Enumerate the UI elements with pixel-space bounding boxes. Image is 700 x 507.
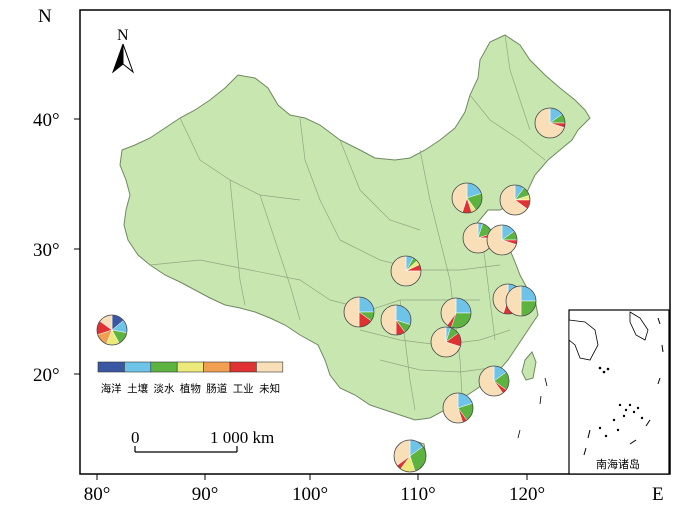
- pie-chongqing: [380, 304, 412, 336]
- pie-outline-chengdu: [343, 296, 375, 328]
- legend-swatch-6: [256, 361, 284, 373]
- pie-legend_pie: [96, 314, 128, 346]
- legend-label-1: 土壤: [127, 382, 148, 395]
- pie-outline-beijing: [451, 182, 483, 214]
- pie-outline-xian: [390, 255, 422, 287]
- lon-label-120: 120°: [509, 484, 545, 505]
- pie-outline-wuhan: [440, 297, 472, 329]
- pie-northeast: [534, 107, 566, 139]
- legend-swatch-2: [150, 361, 178, 373]
- pie-hainan: [393, 439, 427, 473]
- pie-guangzhou: [442, 392, 474, 424]
- legend-label-5: 工业: [233, 383, 254, 395]
- scale-bar: 0 1 000 km: [131, 428, 274, 453]
- lon-label-90: 90°: [192, 484, 219, 505]
- lon-label-80: 80°: [84, 484, 111, 505]
- pie-changsha: [430, 326, 462, 358]
- compass-letter: N: [117, 27, 129, 44]
- pie-outline-legend_pie: [96, 314, 128, 346]
- legend-swatch-3: [176, 361, 204, 373]
- pie-outline-shanghai: [505, 285, 537, 317]
- legend-label-2: 淡水: [154, 383, 175, 395]
- inset-label: 南海诸岛: [596, 457, 640, 471]
- legend-color-bar: [97, 361, 284, 373]
- legend-label-3: 植物: [180, 382, 201, 395]
- pie-wuhan: [440, 297, 472, 329]
- pie-outline-dalian: [499, 184, 531, 216]
- pie-outline-fuzhou: [478, 365, 510, 397]
- legend-swatch-4: [203, 361, 231, 373]
- inset-islands: [598, 366, 644, 438]
- pie-outline-hainan: [393, 439, 427, 473]
- pie-beijing: [451, 182, 483, 214]
- lat-label-30: 30°: [33, 240, 60, 261]
- legend-label-0: 海洋: [101, 382, 122, 395]
- pie-outline-changsha: [430, 326, 462, 358]
- legend-label-6: 未知: [259, 382, 280, 395]
- pie-outline-northeast: [534, 107, 566, 139]
- pie-outline-qingdao: [486, 224, 518, 256]
- lat-label-20: 20°: [33, 365, 60, 386]
- scale-end-label: 1 000 km: [210, 428, 274, 447]
- scale-start-label: 0: [131, 428, 140, 447]
- pie-qingdao: [486, 224, 518, 256]
- pie-fuzhou: [478, 365, 510, 397]
- legend-swatch-5: [229, 361, 257, 373]
- inset-dashed-line: [583, 317, 664, 456]
- axis-ticks: [74, 118, 528, 480]
- pie-dalian: [499, 184, 531, 216]
- legend-label-4: 肠道: [206, 382, 227, 395]
- pie-markers: [96, 107, 566, 473]
- legend-swatch-0: [97, 361, 125, 373]
- pie-xian: [390, 255, 422, 287]
- north-axis-letter: N: [38, 6, 52, 27]
- compass-north-arrow-icon: N: [111, 27, 135, 74]
- pie-outline-chongqing: [380, 304, 412, 336]
- legend-labels: 海洋 土壤 淡水 植物 肠道 工业 未知: [101, 382, 280, 395]
- lon-label-100: 100°: [292, 484, 328, 505]
- east-axis-letter: E: [652, 484, 664, 505]
- pie-outline-guangzhou: [442, 392, 474, 424]
- pie-chengdu: [343, 296, 375, 328]
- legend-swatch-1: [124, 361, 152, 373]
- inset-south-sea: 南海诸岛: [568, 309, 670, 475]
- lon-label-110: 110°: [400, 484, 435, 505]
- pie-shanghai: [505, 285, 537, 317]
- lat-label-40: 40°: [33, 110, 60, 131]
